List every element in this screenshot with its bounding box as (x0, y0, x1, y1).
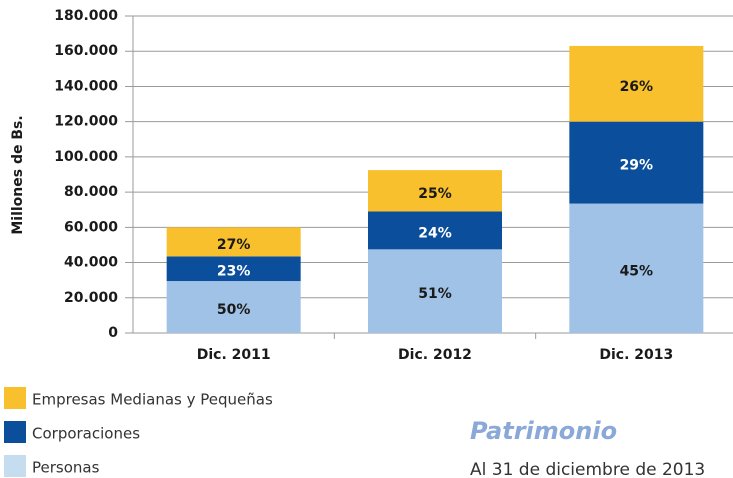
y-tick-label: 40.000 (64, 255, 118, 271)
bar-segment (368, 211, 502, 250)
y-tick-label: 20.000 (64, 290, 118, 306)
bar-segment (368, 170, 502, 212)
legend-label: Personas (32, 459, 100, 477)
share-label: 24% (418, 225, 452, 241)
y-axis-title: Millones de Bs. (10, 115, 26, 234)
y-tick-label: 160.000 (54, 43, 118, 59)
x-tick-label: Dic. 2013 (599, 347, 673, 363)
share-label: 45% (620, 263, 654, 279)
x-tick-label: Dic. 2012 (398, 347, 472, 363)
share-label: 23% (217, 264, 251, 280)
share-label: 27% (217, 237, 251, 253)
legend-label: Corporaciones (32, 425, 140, 443)
y-tick-label: 60.000 (64, 219, 118, 235)
share-label: 25% (418, 186, 452, 202)
bar-segment (569, 203, 704, 333)
y-tick-label: 80.000 (64, 184, 118, 200)
y-tick-label: 0 (108, 325, 118, 341)
bar-segment (569, 121, 704, 204)
bar-segment (166, 256, 301, 282)
bar-segment (166, 281, 301, 333)
share-label: 26% (620, 79, 654, 95)
share-label: 29% (620, 158, 654, 174)
y-tick-label: 100.000 (54, 149, 118, 165)
x-tick-label: Dic. 2011 (197, 347, 271, 363)
share-label: 50% (217, 302, 251, 318)
y-tick-label: 180.000 (54, 8, 118, 24)
legend-swatch (4, 455, 26, 477)
legend-swatch (4, 421, 26, 443)
legend-label: Empresas Medianas y Pequeñas (32, 391, 273, 409)
share-label: 51% (418, 286, 452, 302)
bar-segment (368, 249, 502, 333)
bar-segment (166, 227, 301, 257)
section-text: Al 31 de diciembre de 2013 (470, 460, 705, 478)
y-tick-label: 140.000 (54, 78, 118, 94)
bar-segment (569, 45, 704, 122)
section-heading: Patrimonio (470, 417, 617, 445)
legend-swatch (4, 387, 26, 409)
y-tick-label: 120.000 (54, 114, 118, 130)
